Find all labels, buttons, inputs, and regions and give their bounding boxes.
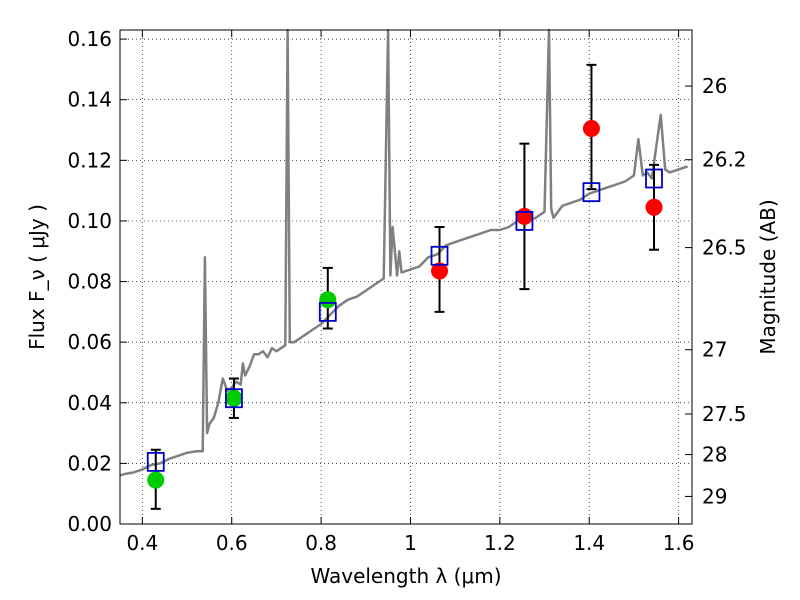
model-square-marker (225, 388, 243, 409)
x-tick-label: 0.6 (216, 531, 248, 555)
y2-tick-label: 26.2 (702, 148, 747, 172)
x-tick-label: 1.4 (573, 531, 605, 555)
y-tick-label: 0.16 (67, 27, 112, 51)
x-tick-label: 1.2 (484, 531, 516, 555)
y-tick-label: 0.04 (67, 391, 112, 415)
green-data-point (319, 291, 337, 309)
y-axis-title: Flux F_ν ( μJy ) (25, 204, 49, 350)
y2-tick-label: 27 (702, 338, 727, 362)
y-tick-label: 0.06 (67, 330, 112, 354)
red-data-point (645, 198, 663, 216)
y2-axis-title: Magnitude (AB) (756, 199, 780, 354)
y-tick-label: 0.10 (67, 209, 112, 233)
model-square-marker (430, 245, 449, 266)
y-tick-label: 0.00 (67, 512, 112, 536)
red-data-point (582, 119, 600, 137)
model-square-marker (146, 451, 165, 472)
y-tick-label: 0.14 (67, 88, 112, 112)
red-data-point (431, 262, 449, 280)
y-tick-label: 0.02 (67, 451, 112, 475)
data-marks (146, 63, 663, 510)
red-data-point (515, 207, 533, 225)
x-axis-title: Wavelength λ (μm) (310, 564, 501, 588)
green-data-point (147, 471, 165, 489)
plot-frame (119, 29, 693, 525)
model-square-marker (318, 301, 337, 322)
y2-tick-label: 28 (702, 443, 727, 467)
y-tick-label: 0.12 (67, 148, 112, 172)
model-square-marker (645, 168, 663, 189)
y2-tick-label: 27.5 (702, 402, 747, 426)
y2-tick-label: 26 (702, 74, 727, 98)
model-square-marker (582, 182, 601, 203)
y2-tick-label: 26.5 (702, 236, 747, 260)
x-tick-label: 1.6 (663, 531, 695, 555)
x-tick-label: 0.4 (126, 531, 158, 555)
y-tick-label: 0.08 (67, 270, 112, 294)
x-tick-label: 0.8 (305, 531, 337, 555)
x-tick-label: 1 (404, 531, 417, 555)
green-data-point (225, 389, 243, 407)
model-square-marker (515, 211, 534, 231)
y2-tick-label: 29 (702, 484, 727, 508)
axes: 0.4 0.6 0.8 1 1.2 1.4 1.6 0.00 0.02 0.04 0.06 0.08 0… (67, 27, 746, 555)
